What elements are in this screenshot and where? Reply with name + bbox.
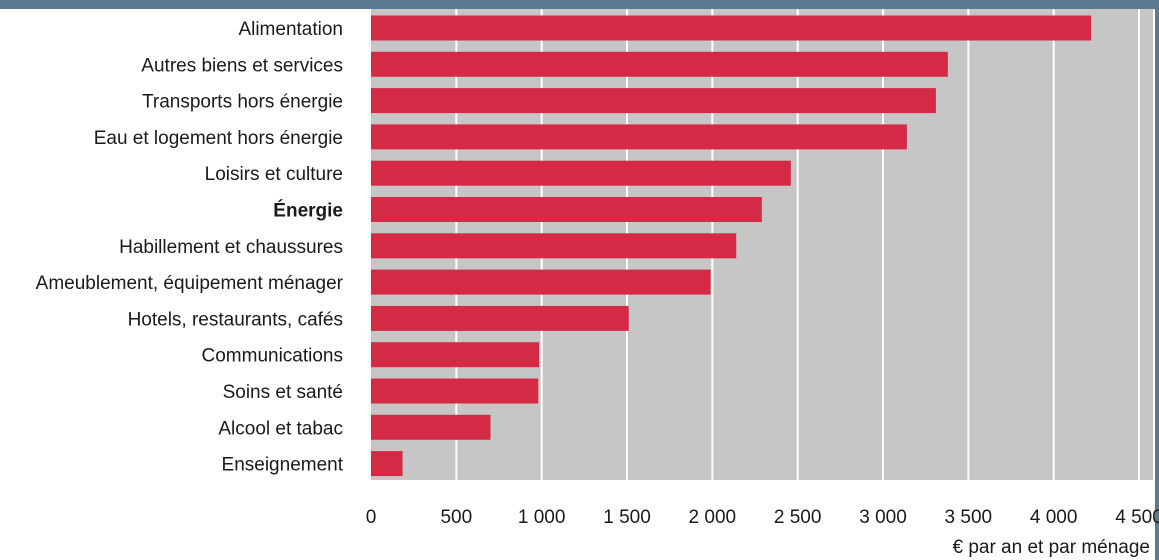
x-tick-label: 1 000 xyxy=(518,507,566,528)
x-tick-label: 2 500 xyxy=(774,507,822,528)
category-label: Habillement et chaussures xyxy=(119,237,343,258)
bar xyxy=(371,197,762,222)
category-label: Soins et santé xyxy=(223,382,343,403)
bar xyxy=(371,305,629,331)
category-labels: Alimentation Autres biens et services Tran… xyxy=(36,19,344,476)
x-tick-label: 4 000 xyxy=(1030,507,1078,528)
category-label: Alimentation xyxy=(238,19,343,40)
right-frame-band xyxy=(1155,0,1159,560)
x-tick-label: 500 xyxy=(440,507,472,528)
bar xyxy=(371,51,948,77)
bar xyxy=(371,414,491,440)
bar xyxy=(371,233,737,259)
category-label: Transports hors énergie xyxy=(142,92,343,113)
x-tick-label: 3 500 xyxy=(945,507,993,528)
category-label: Alcool et tabac xyxy=(218,418,343,439)
category-label: Autres biens et services xyxy=(141,55,343,76)
category-label: Hotels, restaurants, cafés xyxy=(128,309,343,330)
category-label: Ameublement, équipement ménager xyxy=(36,273,344,294)
bar xyxy=(371,378,539,404)
bar xyxy=(371,269,711,295)
bar xyxy=(371,342,540,368)
bar xyxy=(371,124,907,150)
category-label: Enseignement xyxy=(222,455,344,476)
x-axis-unit-label: € par an et par ménage xyxy=(952,537,1150,558)
x-tick-label: 1 500 xyxy=(603,507,651,528)
top-frame-band xyxy=(0,0,1159,9)
bar xyxy=(371,160,791,186)
category-label: Loisirs et culture xyxy=(205,164,343,185)
x-tick-label: 2 000 xyxy=(689,507,737,528)
x-tick-label: 0 xyxy=(366,507,377,528)
bar xyxy=(371,88,936,114)
x-tick-labels: 0 500 1 000 1 500 2 000 2 500 3 000 3 500 4 000 4… xyxy=(366,507,1159,528)
bar xyxy=(371,15,1092,41)
category-label: Énergie xyxy=(273,200,343,222)
bars xyxy=(371,15,1092,477)
x-tick-label: 3 000 xyxy=(859,507,907,528)
bar xyxy=(371,451,403,477)
x-tick-label: 4 500 xyxy=(1115,507,1159,528)
category-label: Communications xyxy=(202,346,344,367)
category-label: Eau et logement hors énergie xyxy=(94,128,343,149)
